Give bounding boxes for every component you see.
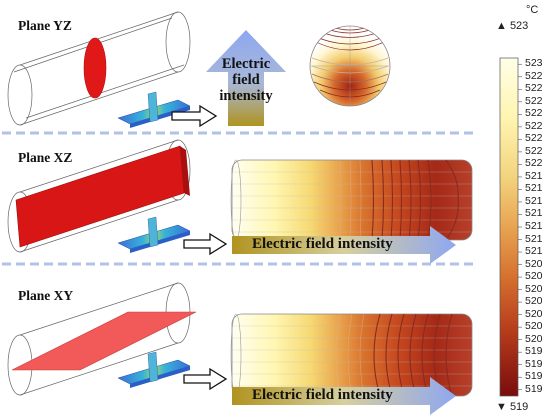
device-model (117, 91, 191, 128)
panel-xz (7, 139, 473, 264)
panel-xy (7, 282, 473, 415)
colorbar-tick-label: 521 (525, 245, 543, 258)
colorbar-tick-label: 519 (525, 382, 543, 395)
colorbar-tick-label: 522 (525, 132, 543, 145)
colorbar-tick-label: 520 (525, 332, 543, 345)
colorbar-tick-label: 522 (525, 94, 543, 107)
colorbar-tick-label: 520 (525, 270, 543, 283)
colorbar-tick-label: 521 (525, 207, 543, 220)
vertical-arrow-text: Electric field intensity (218, 56, 274, 104)
panel-yz (7, 11, 391, 128)
colorbar-tick-label: 522 (525, 69, 543, 82)
device-model (117, 216, 191, 253)
colorbar-tick-label: 521 (525, 169, 543, 182)
arrow-text-xz: Electric field intensity (252, 236, 393, 252)
disc-heatmap (309, 25, 391, 107)
colorbar-tick-label: 521 (525, 182, 543, 195)
colorbar-tick-label: 523 (525, 57, 543, 70)
arrow-up (206, 30, 286, 126)
vertical-arrow-line: field (232, 72, 260, 88)
colorbar-tick-label: 522 (525, 119, 543, 132)
colorbar-tick-label: 522 (525, 157, 543, 170)
heat-cylinder (230, 159, 473, 241)
arrow-text-xy: Electric field intensity (252, 387, 393, 403)
colorbar-tick-label: 519 (525, 345, 543, 358)
colorbar-min-label: ▼ 519 (496, 401, 529, 413)
colorbar-tick-label: 520 (525, 282, 543, 295)
hollow-arrow (171, 104, 218, 128)
colorbar-tick-label: 520 (525, 257, 543, 270)
colorbar-tick-label: 521 (525, 194, 543, 207)
colorbar-gradient (499, 57, 519, 397)
colorbar-tick-label: 522 (525, 82, 543, 95)
colorbar-tick-label: 521 (525, 232, 543, 245)
hollow-arrow (183, 367, 228, 391)
section-plane (11, 311, 197, 371)
arrow-right (232, 377, 456, 415)
colorbar-unit: °C (526, 4, 539, 16)
colorbar-tick-label: 520 (525, 320, 543, 333)
colorbar-tick-label: 522 (525, 144, 543, 157)
colorbar-tick-label: 521 (525, 220, 543, 232)
vertical-arrow-line: intensity (219, 88, 273, 104)
colorbar-tick-label: 519 (525, 370, 543, 383)
panel-label-xy: Plane XY (18, 288, 74, 303)
panel-label-xz: Plane XZ (18, 150, 73, 165)
hollow-arrow (183, 232, 228, 256)
colorbar-max-label: ▲ 523 (496, 20, 529, 32)
colorbar-tick-label: 522 (525, 107, 543, 120)
arrow-right (232, 226, 456, 264)
device-model (117, 351, 191, 388)
colorbar-tick-label: 520 (525, 307, 543, 320)
vertical-arrow-line: Electric (221, 56, 271, 72)
section-plane (83, 37, 107, 99)
colorbar-tick-label: 519 (525, 357, 543, 370)
colorbar-tick-label: 520 (525, 295, 543, 308)
colorbar (499, 57, 522, 397)
panel-label-yz: Plane YZ (18, 18, 72, 33)
